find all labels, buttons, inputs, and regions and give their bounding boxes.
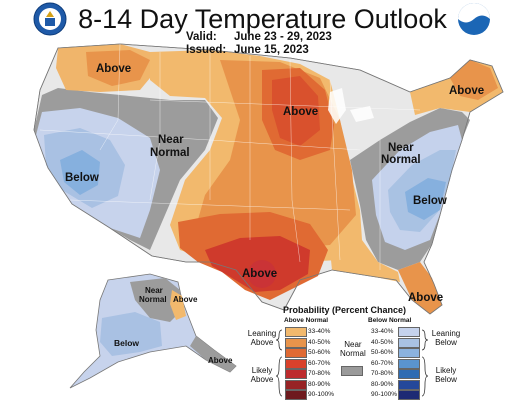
legend-above-swatch [285,379,307,390]
west-below-dark [60,150,100,195]
label-ak-se-above: Above [208,356,233,365]
label-ak-above: Above [173,295,198,304]
legend-below-range: 33-40% [371,328,394,335]
doc-seal-icon [33,2,67,36]
likely-above-label: Likely Above [244,366,280,384]
state-lines [39,43,421,270]
label-ak-normal: Normal [139,295,167,304]
label-east-near: Near [388,142,414,154]
legend-above-range: 40-50% [308,338,331,346]
label-west-below: Below [65,172,99,184]
legend-below-swatch [398,358,420,369]
leaning-below-label: Leaning Below [428,329,464,347]
label-midwest-above: Above [283,106,318,118]
near-normal-text-1: Near [344,340,362,349]
legend-above-range: 50-60% [308,349,331,356]
likely-above-text-1: Likely [251,366,273,375]
legend-above-swatch [285,327,307,337]
legend-below-header: Below Normal [368,317,412,324]
label-se-below: Below [413,195,447,207]
legend-below-range: 90-100% [371,391,398,398]
likely-below-label: Likely Below [428,366,464,384]
midwest-above-darker [272,76,320,146]
legend-below-swatch [398,337,420,348]
legend-below-swatch [398,327,420,337]
east-below-dark [405,178,446,220]
ne-above-mid [450,60,498,100]
label-florida-above: Above [408,292,443,304]
alaska-se [190,336,236,372]
leaning-above-label: Leaning Above [244,329,280,347]
leaning-above-text-1: Leaning [247,329,277,338]
label-nw-above: Above [96,63,131,75]
alaska-gray [130,278,182,322]
legend-below-swatch [398,369,420,379]
alaska-above [170,290,186,320]
great-lakes [328,88,374,124]
label-ak-below: Below [114,338,139,348]
legend-above-swatch [285,369,307,379]
legend-below-range: 70-80% [371,370,394,377]
label-west-near: Near [158,134,184,146]
near-normal-swatch [341,366,363,376]
legend-above-range: 80-90% [308,380,331,388]
alaska-below-mid [100,312,162,356]
legend-above-range: 33-40% [308,328,331,335]
legend-above-swatch [285,390,307,400]
legend-below-range: 80-90% [371,380,394,388]
label-ne-above: Above [449,85,484,97]
likely-above-text-2: Above [250,375,274,384]
legend-below-range: 50-60% [371,349,394,356]
label-west-normal: Normal [150,147,190,159]
legend-title: Probability (Percent Chance) [283,305,407,315]
legend-above-range: 90-100% [308,391,335,398]
label-east-normal: Normal [381,154,421,166]
legend-near-normal-label: Near Normal [340,340,366,358]
noaa-logo-icon [457,2,491,36]
label-south-above: Above [242,268,277,280]
florida-above [398,262,442,314]
label-ak-near: Near [145,286,163,295]
issued-value: June 15, 2023 [234,44,309,56]
leaning-above-text-2: Above [250,338,274,347]
gulf-above-pale [330,240,400,282]
legend-above-header: Above Normal [284,317,329,324]
legend-above-range: 70-80% [308,370,331,377]
date-info: Valid: June 23 - 29, 2023 Issued: June 15,… [186,31,332,57]
legend-below-swatch [398,348,420,358]
legend-above-swatch [285,337,307,348]
valid-value: June 23 - 29, 2023 [234,31,332,43]
likely-below-text-2: Below [435,375,457,384]
legend-above-swatch [285,348,307,358]
page-title: 8-14 Day Temperature Outlook [78,4,447,34]
nw-above-mid [86,50,150,86]
leaning-below-text-2: Below [435,338,457,347]
valid-label: Valid: [186,31,217,43]
leaning-below-text-1: Leaning [431,329,461,338]
issued-label: Issued: [186,44,227,56]
texas-core [248,260,276,288]
legend-below-range: 40-50% [371,338,394,346]
near-normal-text-2: Normal [340,349,366,358]
legend-below-range: 60-70% [371,359,394,367]
likely-below-text-1: Likely [435,366,457,375]
legend-above-range: 60-70% [308,359,331,367]
legend-below-swatch [398,379,420,390]
legend-above-swatch [285,358,307,369]
legend-below-swatch [398,390,420,400]
